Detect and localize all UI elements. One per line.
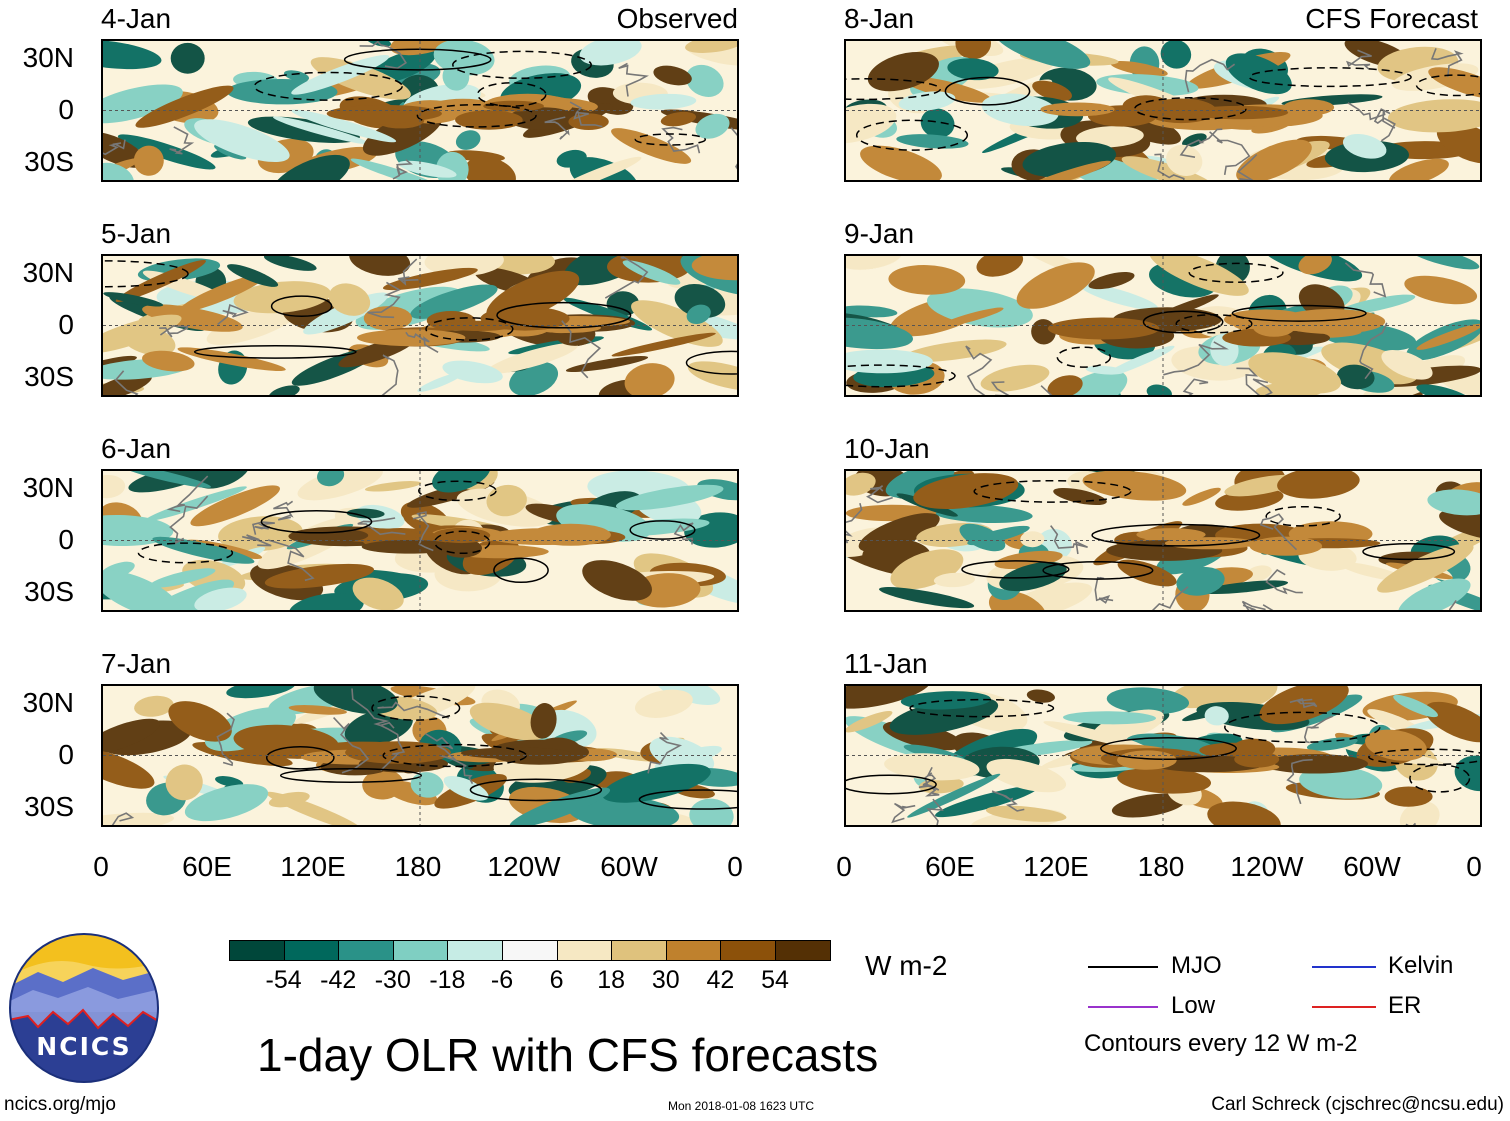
olr-map-panel [844,254,1482,397]
colorbar-tick-label: -30 [374,966,411,994]
colorbar-swatch [338,940,394,961]
colorbar-tick-label: -54 [265,966,302,994]
cfs-forecast-tag: CFS Forecast [1305,3,1478,34]
legend-line-mjo [1088,966,1158,968]
footer-url[interactable]: ncics.org/mjo [4,1094,116,1115]
colorbar-swatch [775,940,831,961]
lat-label-30s: 30S [24,576,74,607]
legend-line-low [1088,1006,1158,1008]
colorbar-tick-label: 54 [761,966,789,994]
colorbar-swatch [447,940,503,961]
colorbar-tick-label: 42 [706,966,735,994]
ncics-logo: NCICS [8,932,160,1084]
colorbar-swatch [283,940,340,961]
lat-label-30s: 30S [24,361,74,392]
colorbar-tick-label: 18 [597,966,626,994]
lat-label-eq: 0 [58,739,74,770]
observed-tag: Observed [616,3,738,34]
colorbar-swatch [229,940,285,961]
lat-label-30n: 30N [22,687,74,718]
colorbar-tick-label: -6 [490,966,514,994]
lon-label: 0 [93,851,109,882]
olr-map-panel [844,684,1482,827]
legend-label-mjo: MJO [1171,952,1222,979]
lon-label: 60W [1343,851,1401,882]
lon-label: 0 [836,851,852,882]
logo-text: NCICS [36,1032,132,1061]
lon-label: 120E [1023,851,1089,882]
contour-interval-note: Contours every 12 W m-2 [1084,1030,1358,1057]
colorbar-tick-label: 6 [549,966,564,994]
olr-map-panel [844,39,1482,182]
lon-label: 180 [394,851,442,882]
legend-label-er: ER [1388,992,1422,1019]
panel-date-label: 10-Jan [844,433,930,464]
lon-label: 120W [487,851,561,882]
colorbar-swatch [665,940,722,961]
colorbar-swatch [392,940,449,961]
footer-timestamp: Mon 2018-01-08 1623 UTC [668,1099,815,1113]
olr-map-panel [101,39,739,182]
panel-date-label: 8-Jan [844,3,915,34]
panel-date-label: 4-Jan [101,3,172,34]
legend-line-er [1312,1006,1376,1008]
footer-author: Carl Schreck (cjschrec@ncsu.edu) [1211,1094,1504,1115]
panel-date-label: 11-Jan [844,648,928,679]
colorbar-tick-label: 30 [651,966,680,994]
figure-title: 1-day OLR with CFS forecasts [257,1029,879,1081]
lon-label: 0 [727,851,743,882]
colorbar-swatch [611,940,667,961]
legend-label-kelvin: Kelvin [1388,952,1454,979]
olr-map-panel [101,469,739,612]
panel-date-label: 5-Jan [101,218,172,249]
colorbar-swatch [720,940,776,961]
lon-label: 0 [1466,851,1482,882]
lat-label-eq: 0 [58,524,74,555]
colorbar-swatch [502,940,558,961]
legend-label-low: Low [1171,992,1216,1019]
colorbar-units: W m-2 [865,950,948,981]
colorbar-tick-label: -18 [429,966,466,994]
lon-label: 60W [600,851,658,882]
olr-map-panel [101,684,739,827]
colorbar-tick-label: -42 [320,966,357,994]
lon-label: 120W [1230,851,1304,882]
legend-line-kelvin [1312,966,1376,968]
panel-date-label: 7-Jan [101,648,172,679]
panel-date-label: 6-Jan [101,433,172,464]
lat-label-30n: 30N [22,472,74,503]
lat-label-30n: 30N [22,42,74,73]
lat-label-30n: 30N [22,257,74,288]
colorbar-swatch [556,940,613,961]
lon-label: 60E [182,851,232,882]
lon-label: 180 [1137,851,1185,882]
lat-label-eq: 0 [58,309,74,340]
panel-date-label: 9-Jan [844,218,915,249]
olr-map-panel [844,469,1482,612]
lon-label: 120E [280,851,346,882]
olr-map-panel [101,254,739,397]
lat-label-30s: 30S [24,146,74,177]
lat-label-30s: 30S [24,791,74,822]
lon-label: 60E [925,851,975,882]
lat-label-eq: 0 [58,94,74,125]
